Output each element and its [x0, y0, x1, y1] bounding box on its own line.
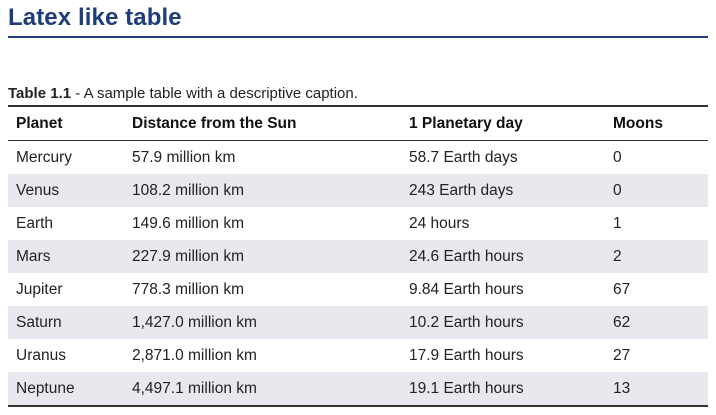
cell-planet: Uranus: [16, 346, 66, 364]
table-row: Mercury 57.9 million km 58.7 Earth days …: [8, 141, 708, 175]
table-caption: Table 1.1 - A sample table with a descri…: [8, 85, 358, 102]
cell-moons: 0: [605, 174, 708, 207]
cell-moons: 67: [613, 280, 631, 298]
cell-moons: 0: [613, 148, 622, 166]
caption-number: Table 1.1: [8, 85, 72, 102]
cell-planetary-day: 17.9 Earth hours: [409, 346, 524, 364]
cell-distance: 4,497.1 million km: [124, 372, 401, 406]
cell-planetary-day: 243 Earth days: [401, 174, 605, 207]
cell-distance: 57.9 million km: [132, 148, 236, 166]
planets-table: Planet Distance from the Sun 1 Planetary…: [8, 105, 708, 407]
header-distance: Distance from the Sun: [124, 106, 401, 141]
cell-distance: 2,871.0 million km: [132, 346, 257, 364]
header-planetary-day: 1 Planetary day: [401, 106, 605, 141]
cell-planet: Mercury: [16, 148, 72, 166]
page-heading: Latex like table: [8, 4, 182, 31]
cell-moons: 62: [605, 306, 708, 339]
cell-planet: Venus: [8, 174, 124, 207]
cell-planetary-day: 10.2 Earth hours: [401, 306, 605, 339]
cell-planet: Jupiter: [16, 280, 63, 298]
cell-planet: Mars: [8, 240, 124, 273]
cell-moons: 27: [613, 346, 631, 364]
table-row: Mars 227.9 million km 24.6 Earth hours 2: [8, 240, 708, 273]
table-row: Uranus 2,871.0 million km 17.9 Earth hou…: [8, 339, 708, 372]
cell-moons: 1: [613, 214, 622, 232]
cell-distance: 227.9 million km: [124, 240, 401, 273]
cell-planetary-day: 24 hours: [409, 214, 470, 232]
cell-distance: 778.3 million km: [132, 280, 244, 298]
cell-moons: 13: [605, 372, 708, 406]
cell-moons: 2: [605, 240, 708, 273]
cell-planet: Earth: [16, 214, 54, 232]
cell-planetary-day: 19.1 Earth hours: [401, 372, 605, 406]
table-row: Saturn 1,427.0 million km 10.2 Earth hou…: [8, 306, 708, 339]
table-row: Venus 108.2 million km 243 Earth days 0: [8, 174, 708, 207]
table-row: Neptune 4,497.1 million km 19.1 Earth ho…: [8, 372, 708, 406]
header-moons: Moons: [605, 106, 708, 141]
caption-text: - A sample table with a descriptive capt…: [71, 85, 358, 102]
cell-distance: 108.2 million km: [124, 174, 401, 207]
table-row: Jupiter 778.3 million km 9.84 Earth hour…: [8, 273, 708, 306]
table-row: Earth 149.6 million km 24 hours 1: [8, 207, 708, 240]
cell-planetary-day: 24.6 Earth hours: [401, 240, 605, 273]
cell-distance: 1,427.0 million km: [124, 306, 401, 339]
cell-planetary-day: 9.84 Earth hours: [409, 280, 524, 298]
heading-underline: [8, 36, 708, 38]
cell-planet: Saturn: [8, 306, 124, 339]
header-planet: Planet: [8, 106, 124, 141]
table-header-row: Planet Distance from the Sun 1 Planetary…: [8, 106, 708, 141]
cell-planetary-day: 58.7 Earth days: [409, 148, 518, 166]
cell-planet: Neptune: [8, 372, 124, 406]
cell-distance: 149.6 million km: [132, 214, 244, 232]
